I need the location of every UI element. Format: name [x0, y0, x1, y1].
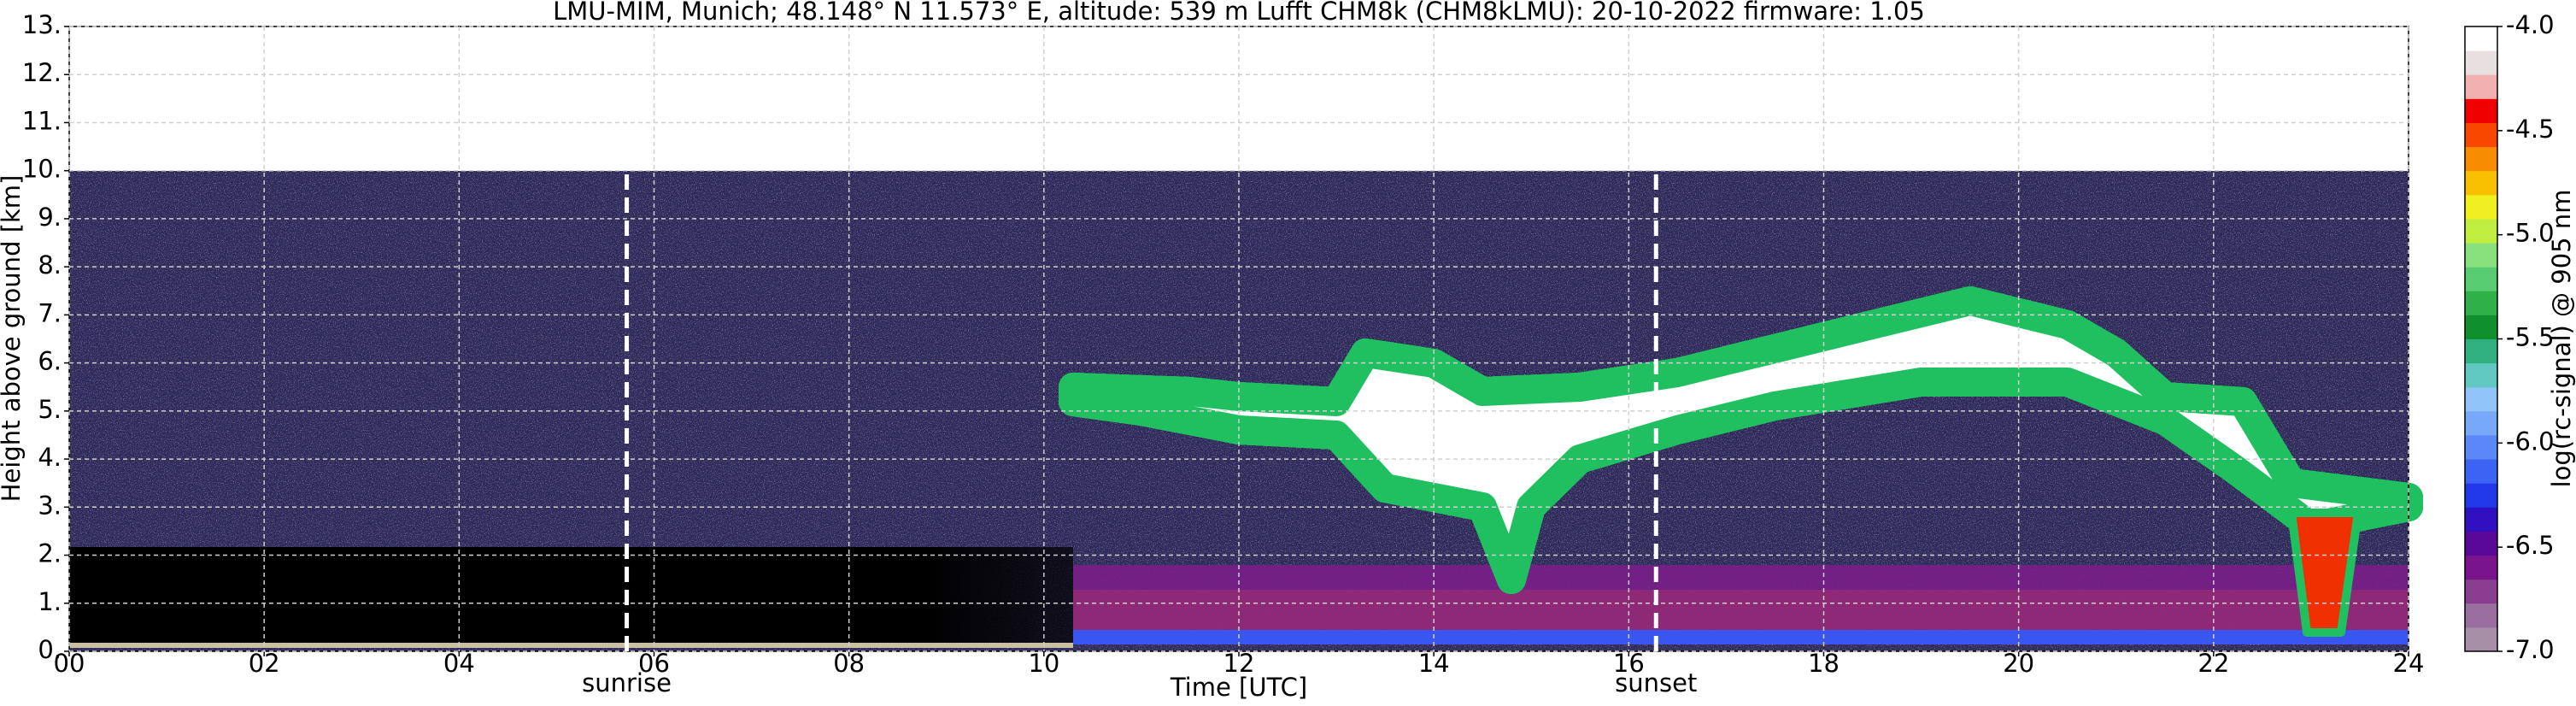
- colorbar-tick-label: -6.0: [2506, 427, 2555, 456]
- colorbar-level: [2465, 26, 2497, 51]
- colorbar-level: [2465, 338, 2497, 364]
- colorbar-level: [2465, 267, 2497, 291]
- y-tick-label: 3.: [38, 491, 62, 520]
- colorbar-level: [2465, 218, 2497, 244]
- colorbar-level: [2465, 194, 2497, 220]
- colorbar-level: [2465, 434, 2497, 460]
- y-tick-label: 4.: [38, 443, 62, 472]
- y-tick-label: 12.: [22, 58, 62, 87]
- colorbar-level: [2465, 603, 2497, 628]
- colorbar-level: [2465, 386, 2497, 412]
- colorbar-level: [2465, 362, 2497, 388]
- colorbar-level: [2465, 531, 2497, 556]
- colorbar-level: [2465, 291, 2497, 315]
- colorbar-tick-label: -5.0: [2506, 219, 2555, 248]
- colorbar-level: [2465, 627, 2497, 652]
- colorbar-level: [2465, 410, 2497, 436]
- colorbar-level: [2465, 146, 2497, 172]
- chart-title: LMU-MIM, Munich; 48.148° N 11.573° E, al…: [553, 0, 1925, 26]
- colorbar-tick-label: -5.5: [2506, 323, 2555, 352]
- y-tick-label: 2.: [38, 539, 62, 568]
- colorbar-title: log(rc-signal) @ 905 nm: [2547, 190, 2576, 488]
- colorbar-level: [2465, 170, 2497, 196]
- colorbar-level: [2465, 579, 2497, 604]
- annotation-label: sunset: [1615, 668, 1697, 697]
- annotation-label: sunrise: [582, 668, 672, 697]
- y-tick-label: 13.: [22, 10, 62, 39]
- y-tick-label: 8.: [38, 250, 62, 279]
- y-tick-label: 6.: [38, 347, 62, 376]
- y-tick-label: 11.: [22, 106, 62, 135]
- colorbar-level: [2465, 98, 2497, 123]
- y-tick-label: 0.: [38, 635, 62, 664]
- y-tick-label: 9.: [38, 203, 62, 232]
- colorbar-level: [2465, 315, 2497, 339]
- y-tick-label: 5.: [38, 395, 62, 424]
- colorbar-tick-label: -4.5: [2506, 115, 2555, 144]
- y-tick-label: 1.: [38, 587, 62, 616]
- y-axis-title: Height above ground [km]: [0, 175, 26, 503]
- x-axis-title: Time [UTC]: [1170, 673, 1307, 702]
- colorbar-tick-label: -4.0: [2506, 10, 2555, 39]
- colorbar-level: [2465, 507, 2497, 532]
- colorbar-level: [2465, 483, 2497, 508]
- colorbar-level: [2465, 74, 2497, 99]
- colorbar-level: [2465, 243, 2497, 268]
- colorbar-level: [2465, 50, 2497, 75]
- y-tick-label: 7.: [38, 298, 62, 327]
- colorbar-level: [2465, 459, 2497, 484]
- colorbar-level: [2465, 122, 2497, 148]
- colorbar-tick-label: -7.0: [2506, 635, 2555, 664]
- y-tick-label: 10.: [22, 155, 62, 184]
- colorbar-level: [2465, 555, 2497, 580]
- colorbar-tick-label: -6.5: [2506, 531, 2555, 560]
